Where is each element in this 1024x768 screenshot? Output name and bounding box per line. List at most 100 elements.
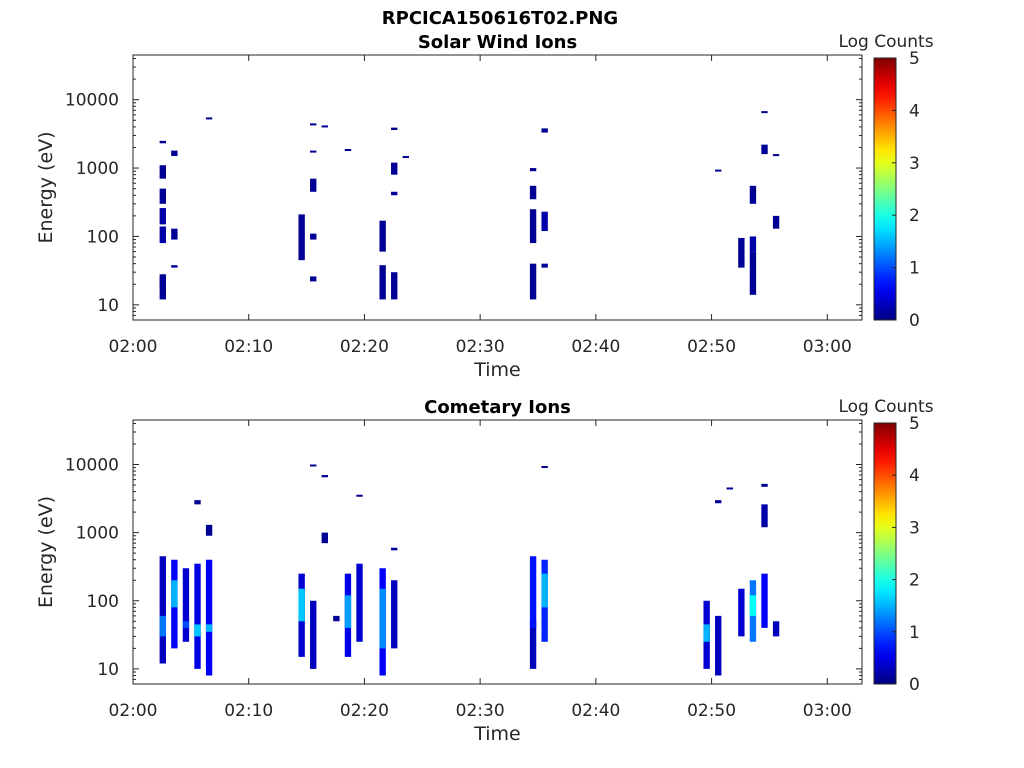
colorbar-tick-label: 4: [909, 101, 920, 121]
y-tick-label: 100: [87, 592, 119, 612]
data-cell: [391, 191, 398, 196]
colorbar-tick-label: 1: [909, 623, 920, 643]
x-tick-label: 02:50: [687, 337, 736, 357]
data-cell: [761, 483, 768, 487]
data-cell: [529, 185, 537, 200]
data-cell: [171, 150, 178, 157]
data-cell: [529, 621, 537, 669]
colorbar: [873, 57, 897, 321]
colorbar-tick-label: 2: [909, 206, 920, 226]
data-cell: [541, 128, 548, 133]
data-cell: [529, 556, 537, 628]
data-cell: [541, 211, 548, 232]
colorbar-tick-label: 4: [909, 466, 920, 486]
data-cell: [391, 127, 398, 131]
x-tick-label: 02:20: [340, 337, 389, 357]
y-tick-label: 10000: [65, 91, 119, 111]
data-cell: [194, 563, 201, 669]
panel-title: Solar Wind Ions: [418, 32, 577, 53]
data-cell: [761, 144, 768, 155]
x-axis-label: Time: [473, 723, 521, 745]
data-cell: [344, 595, 352, 628]
data-cell: [749, 595, 757, 616]
colorbar-tick-label: 0: [909, 311, 920, 331]
plot-area: [133, 55, 862, 320]
colorbar-tick-label: 0: [909, 675, 920, 695]
data-cell: [194, 500, 201, 505]
y-tick-label: 100: [87, 227, 119, 247]
plot-frame: [132, 419, 863, 685]
x-tick-label: 03:00: [803, 337, 852, 357]
data-cell: [159, 277, 166, 288]
data-cell: [749, 185, 757, 204]
plot-area: [133, 420, 862, 684]
data-cell: [761, 504, 768, 528]
data-cell: [529, 168, 537, 172]
data-cell: [310, 233, 317, 240]
data-cell: [738, 588, 745, 637]
data-cell: [205, 117, 213, 120]
y-tick-label: 10000: [65, 456, 119, 476]
y-axis-label: Energy (eV): [35, 496, 57, 608]
data-cell: [310, 600, 317, 669]
plot-frame: [132, 54, 863, 321]
data-cell: [715, 615, 722, 676]
panel-title: Cometary Ions: [424, 397, 571, 418]
data-cell: [402, 156, 409, 159]
data-cell: [391, 272, 398, 300]
colorbar-label: Log Counts: [838, 32, 933, 52]
y-tick-label: 1000: [76, 524, 119, 544]
data-cell: [391, 580, 398, 649]
data-cell: [529, 263, 537, 300]
data-cell: [310, 123, 317, 126]
y-tick-label: 1000: [76, 159, 119, 179]
colorbar-tick-label: 1: [909, 259, 920, 279]
data-cell: [159, 556, 166, 664]
data-cell: [194, 624, 201, 637]
x-tick-label: 02:50: [687, 701, 736, 721]
data-cell: [333, 615, 340, 622]
data-cell: [310, 464, 317, 467]
colorbar-label: Log Counts: [838, 397, 933, 417]
data-cell: [321, 475, 328, 478]
y-axis-label: Energy (eV): [35, 131, 57, 243]
data-cell: [772, 215, 780, 229]
data-cell: [772, 154, 780, 157]
colorbar-tick-label: 2: [909, 571, 920, 591]
colorbar-tick-label: 5: [909, 49, 920, 69]
x-tick-label: 03:00: [803, 701, 852, 721]
data-cell: [182, 621, 190, 628]
data-cell: [541, 263, 548, 268]
data-cell: [344, 148, 352, 151]
y-tick-label: 10: [97, 296, 119, 316]
x-tick-label: 02:30: [456, 337, 505, 357]
x-tick-label: 02:20: [340, 701, 389, 721]
x-tick-label: 02:10: [224, 337, 273, 357]
colorbar-tick-label: 5: [909, 414, 920, 434]
data-cell: [321, 532, 328, 544]
data-cell: [159, 226, 166, 244]
data-cell: [738, 237, 745, 268]
data-cell: [159, 208, 166, 225]
data-cell: [772, 621, 780, 637]
data-cell: [379, 588, 386, 649]
colorbar-tick-label: 3: [909, 518, 920, 538]
x-tick-label: 02:40: [571, 701, 620, 721]
data-cell: [298, 588, 305, 622]
x-tick-label: 02:00: [109, 337, 158, 357]
data-cell: [715, 169, 722, 172]
data-cell: [379, 220, 386, 252]
data-cell: [205, 524, 213, 536]
data-cell: [749, 251, 757, 295]
figure-title: RPCICA150616T02.PNG: [382, 8, 618, 29]
data-cell: [310, 276, 317, 282]
colorbar-tick-label: 3: [909, 154, 920, 174]
data-cell: [761, 573, 768, 628]
x-tick-label: 02:30: [456, 701, 505, 721]
panel-solar-wind-ions: Solar Wind Ions 02:00 02:10 02:20 02:30 02:40…: [35, 32, 934, 381]
data-cell: [159, 165, 166, 179]
data-cell: [159, 140, 166, 144]
data-cell: [298, 214, 305, 261]
